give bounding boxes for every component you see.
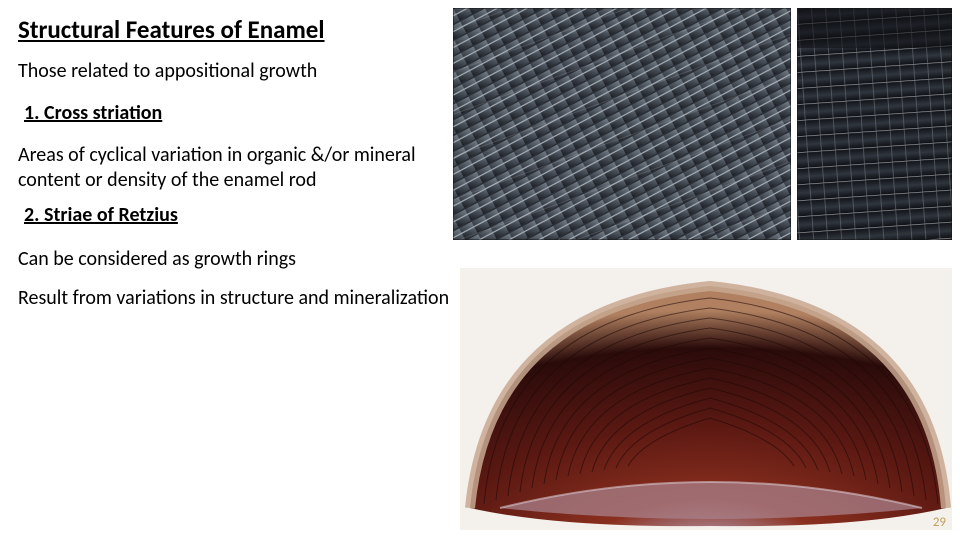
enamel-grid-image <box>797 8 952 240</box>
enamel-striations-image <box>453 8 791 240</box>
page-number: 29 <box>933 515 946 530</box>
slide-container: Structural Features of Enamel Those rela… <box>0 0 960 540</box>
striae-retzius-image <box>460 268 952 530</box>
section-2-body-2: Result from variations in structure and … <box>18 286 458 311</box>
section-1-body: Areas of cyclical variation in organic &… <box>18 143 438 193</box>
section-2-body-1: Can be considered as growth rings <box>18 247 438 272</box>
